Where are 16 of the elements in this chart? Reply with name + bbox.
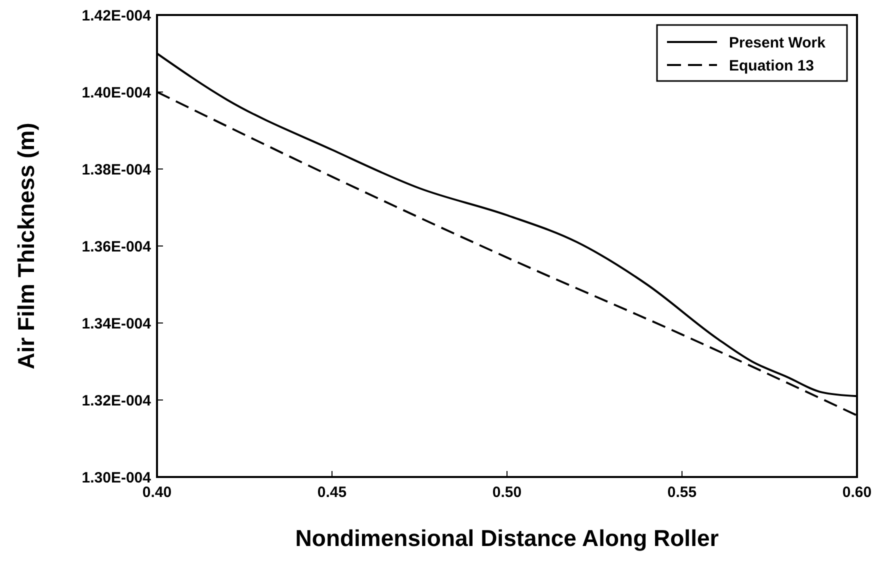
legend-label: Equation 13 [729, 57, 814, 74]
x-tick-label: 0.55 [667, 484, 697, 501]
x-tick-label: 0.60 [842, 484, 872, 501]
y-tick-label: 1.38E-004 [82, 161, 152, 178]
legend-label: Present Work [729, 34, 826, 52]
y-tick-label: 1.42E-004 [82, 7, 152, 24]
x-tick-label: 0.45 [317, 484, 347, 501]
x-axis-title: Nondimensional Distance Along Roller [295, 525, 719, 551]
y-tick-label: 1.32E-004 [82, 392, 152, 410]
y-tick-label: 1.34E-004 [82, 315, 152, 332]
y-tick-label: 1.36E-004 [82, 238, 152, 256]
y-tick-label: 1.30E-004 [82, 469, 152, 486]
y-axis-title: Air Film Thickness (m) [13, 122, 39, 370]
y-tick-label: 1.40E-004 [82, 84, 152, 102]
x-tick-label: 0.40 [142, 484, 172, 501]
x-tick-label: 0.50 [492, 484, 522, 501]
